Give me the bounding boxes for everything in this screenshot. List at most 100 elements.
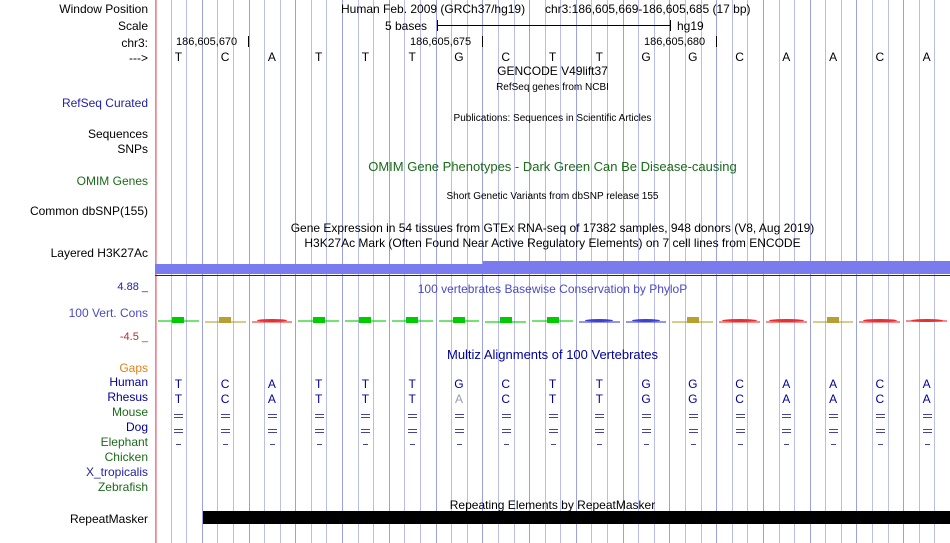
scale-bar-left-cap — [437, 20, 438, 31]
track-title-refseq-ncbi[interactable]: RefSeq genes from NCBI — [496, 82, 609, 93]
alignment-gap-mark — [501, 414, 511, 415]
alignment-base: T — [408, 377, 416, 391]
alignment-gap-mark — [267, 414, 277, 415]
species-label-human[interactable]: Human — [109, 375, 148, 389]
alignment-gap-mark — [314, 414, 324, 415]
ruler-tick-label: 186,605,675 — [410, 36, 472, 48]
alignment-gap-mark — [922, 432, 932, 433]
alignment-gap-mark — [735, 432, 745, 433]
alignment-gap-mark — [550, 444, 556, 445]
alignment-gap-mark — [454, 417, 464, 418]
alignment-base: C — [875, 392, 885, 406]
sequence-base: C — [501, 50, 511, 64]
h3k27ac-signal-track[interactable] — [155, 259, 950, 276]
alignment-gap-mark — [503, 444, 509, 445]
alignment-gap-mark — [735, 417, 745, 418]
ruler-tick-mark — [482, 36, 483, 47]
alignment-gap-mark — [267, 429, 277, 430]
sequence-base: T — [548, 50, 557, 64]
alignment-gap-mark — [690, 444, 696, 445]
species-label-elephant[interactable]: Elephant — [100, 435, 148, 449]
label-omim-genes[interactable]: OMIM Genes — [76, 174, 148, 188]
track-label-column: Window Position Scale chr3: ---> RefSeq … — [0, 0, 152, 543]
sequence-base: A — [782, 50, 791, 64]
alignment-gap-mark — [875, 429, 885, 430]
cons-axis-min: -4.5 _ — [119, 331, 148, 343]
alignment-base: G — [641, 377, 651, 391]
track-title-gencode[interactable]: GENCODE V49lift37 — [497, 64, 608, 78]
sequence-base: T — [315, 50, 323, 64]
track-title-repeatmasker[interactable]: Repeating Elements by RepeatMasker — [449, 498, 656, 512]
alignment-gap-mark — [408, 432, 418, 433]
conservation-value-mark — [256, 319, 288, 322]
alignment-base: T — [174, 377, 183, 391]
alignment-gap-mark — [877, 444, 883, 445]
alignment-gap-mark — [314, 429, 324, 430]
alignment-gap-mark — [174, 429, 184, 430]
conservation-value-mark — [722, 319, 757, 322]
alignment-gap-mark — [782, 414, 792, 415]
alignment-gap-mark — [642, 417, 652, 418]
conservation-baseline-segment — [719, 321, 760, 323]
conservation-baseline-segment — [765, 321, 807, 323]
label-chrom: chr3: — [121, 36, 148, 50]
species-label-x_tropicalis[interactable]: X_tropicalis — [85, 465, 148, 479]
alignment-base: A — [454, 392, 463, 406]
label-refseq-curated[interactable]: RefSeq Curated — [61, 96, 148, 110]
label-snps[interactable]: SNPs — [117, 142, 148, 156]
alignment-gap-mark — [829, 417, 839, 418]
alignment-gap-mark — [501, 429, 511, 430]
sequence-base: A — [267, 50, 276, 64]
alignment-gap-mark — [595, 432, 605, 433]
species-label-chicken[interactable]: Chicken — [104, 450, 148, 464]
alignment-gap-mark — [548, 417, 558, 418]
alignment-gap-mark — [361, 429, 371, 430]
h3k27ac-baseline — [155, 275, 950, 276]
alignment-gap-mark — [922, 429, 932, 430]
species-label-dog[interactable]: Dog — [125, 420, 148, 434]
label-common-dbsnp[interactable]: Common dbSNP(155) — [29, 204, 148, 218]
alignment-base: A — [829, 377, 838, 391]
alignment-gap-mark — [688, 414, 698, 415]
alignment-gap-mark — [501, 417, 511, 418]
phylop-conservation-track[interactable] — [155, 300, 950, 342]
alignment-base: T — [315, 377, 323, 391]
species-label-mouse[interactable]: Mouse — [111, 405, 148, 419]
scale-bar-right-cap — [670, 20, 671, 31]
conservation-baseline-segment — [859, 321, 901, 323]
sequence-base: C — [875, 50, 885, 64]
alignment-gap-mark — [267, 417, 277, 418]
label-sequences[interactable]: Sequences — [87, 127, 148, 141]
alignment-gap-mark — [361, 417, 371, 418]
alignment-gap-mark — [174, 414, 184, 415]
species-label-zebrafish[interactable]: Zebrafish — [97, 480, 148, 494]
alignment-gap-mark — [221, 429, 231, 430]
label-layered-h3k27ac[interactable]: Layered H3K27Ac — [50, 246, 148, 260]
alignment-base: C — [735, 392, 744, 406]
track-title-omim[interactable]: OMIM Gene Phenotypes - Dark Green Can Be… — [368, 159, 737, 174]
track-title-dbsnp[interactable]: Short Genetic Variants from dbSNP releas… — [446, 191, 659, 202]
label-gaps: Gaps — [119, 361, 148, 375]
track-title-phylop[interactable]: 100 vertebrates Basewise Conservation by… — [417, 282, 688, 296]
conservation-value-mark — [546, 317, 559, 323]
db-label: hg19 — [677, 19, 704, 33]
track-title-multiz[interactable]: Multiz Alignments of 100 Vertebrates — [446, 347, 658, 362]
sequence-base: G — [641, 50, 651, 64]
species-label-rhesus[interactable]: Rhesus — [107, 390, 148, 404]
conservation-value-mark — [910, 319, 943, 322]
h3k27ac-bar-segment — [155, 264, 483, 274]
track-title-h3k27ac[interactable]: H3K27Ac Mark (Often Found Near Active Re… — [304, 236, 801, 250]
conservation-value-mark — [219, 317, 232, 323]
track-title-gtex[interactable]: Gene Expression in 54 tissues from GTEx … — [290, 221, 815, 235]
track-title-publications[interactable]: Publications: Sequences in Scientific Ar… — [453, 113, 652, 124]
repeatmasker-feature-bar[interactable] — [203, 511, 950, 524]
conservation-value-mark — [359, 317, 372, 323]
alignment-gap-mark — [737, 444, 743, 445]
label-100-vert-cons[interactable]: 100 Vert. Cons — [68, 306, 148, 320]
label-repeatmasker[interactable]: RepeatMasker — [69, 512, 148, 526]
alignment-gap-mark — [221, 414, 231, 415]
label-scale: Scale — [117, 19, 148, 33]
